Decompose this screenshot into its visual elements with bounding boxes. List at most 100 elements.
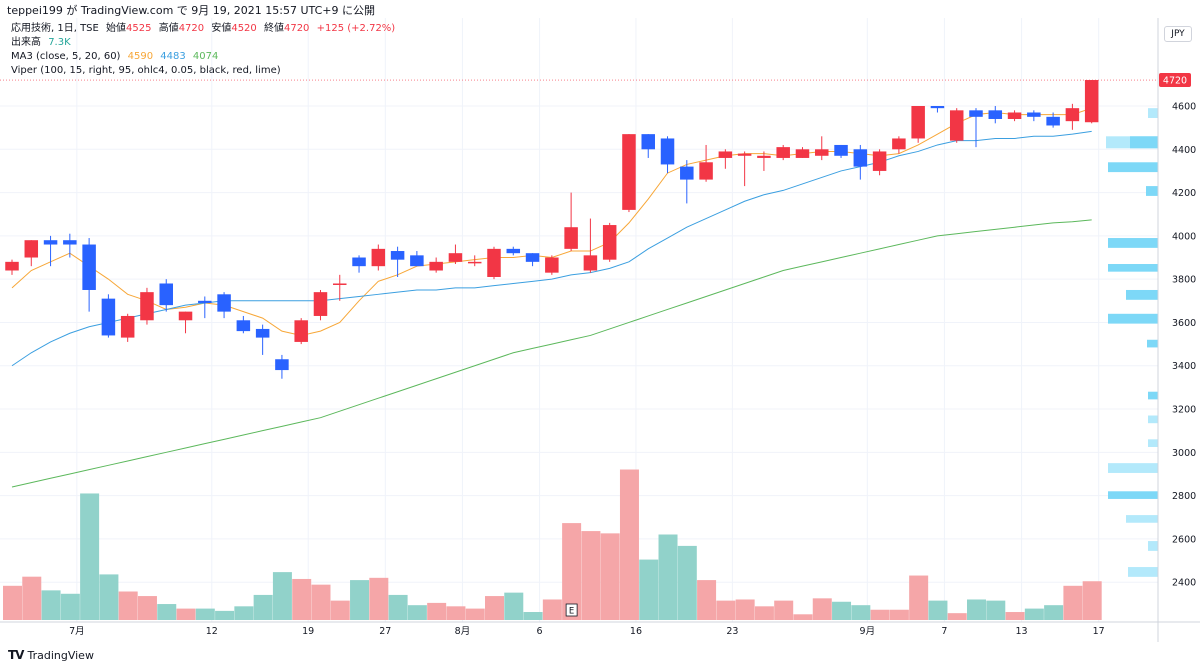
volume-profile-bar — [1126, 515, 1158, 523]
candle-body — [872, 151, 887, 171]
candle-body — [1027, 112, 1041, 117]
volume-profile-bar — [1148, 391, 1158, 400]
volume-bar — [909, 575, 929, 620]
close-label: 終値 — [263, 23, 284, 34]
chart-grid — [0, 18, 1158, 622]
candle-body — [140, 292, 154, 321]
y-tick-label: 4600 — [1172, 102, 1196, 113]
candle-body — [1046, 116, 1060, 126]
viper-row: Viper (100, 15, right, 95, ohlc4, 0.05, … — [11, 64, 399, 78]
volume-bar — [697, 580, 717, 620]
ma60-value: 4074 — [192, 51, 219, 62]
candle-body — [680, 166, 694, 180]
currency-button[interactable]: JPY — [1164, 26, 1192, 42]
candle-body — [178, 311, 193, 321]
volume-bar — [851, 605, 871, 620]
candle-body — [853, 149, 868, 167]
ma-row: MA3 (close, 5, 20, 60) 4590 4483 4074 — [11, 50, 399, 64]
candle-body — [43, 240, 58, 245]
candle-body — [757, 155, 771, 158]
candle-body — [699, 162, 713, 180]
x-tick-label: 12 — [206, 626, 218, 637]
ohlc-row: 応用技術, 1日, TSE 始値4525 高値4720 安値4520 終値472… — [11, 22, 399, 36]
tradingview-logo-icon: TV — [8, 648, 25, 662]
volume-bar — [619, 469, 639, 620]
volume-bar — [137, 596, 157, 620]
candle-body — [275, 359, 289, 371]
candle-body — [622, 134, 636, 210]
candle-body — [795, 149, 810, 158]
volume-bar — [1063, 585, 1083, 620]
change-value: +125 (+2.72%) — [316, 23, 396, 34]
candle-body — [583, 255, 598, 271]
volume-bar — [99, 574, 119, 620]
last-price-badge — [1159, 73, 1191, 88]
volume-profile — [1106, 108, 1158, 577]
volume-value: 7.3K — [48, 37, 71, 48]
volume-bar — [60, 593, 80, 620]
volume-profile-bar — [1148, 415, 1158, 424]
candle-body — [1084, 80, 1099, 123]
ma5-value: 4590 — [127, 51, 154, 62]
volume-bar — [369, 577, 389, 620]
ma5-line — [11, 107, 1092, 336]
volume-profile-bar — [1108, 238, 1158, 248]
candle-body — [120, 315, 135, 338]
volume-bars — [3, 469, 1102, 620]
high-value: 4720 — [178, 23, 205, 34]
high-label: 高値 — [158, 23, 179, 34]
volume-bar — [754, 606, 774, 620]
candle-body — [217, 294, 231, 312]
volume-bar — [812, 598, 832, 620]
candle-body — [294, 320, 308, 342]
volume-bar — [407, 605, 427, 620]
volume-bar — [1024, 608, 1044, 620]
volume-profile-bar — [1126, 289, 1158, 300]
y-tick-label: 4200 — [1172, 188, 1196, 199]
volume-bar — [581, 531, 601, 620]
volume-bar — [542, 599, 562, 620]
candle-body — [390, 251, 405, 260]
y-tick-label: 2400 — [1172, 578, 1196, 589]
y-tick-label: 3000 — [1172, 448, 1196, 459]
volume-profile-bar — [1130, 136, 1158, 149]
candle-body — [63, 240, 77, 245]
volume-bar — [889, 609, 909, 620]
indicator-legend: 応用技術, 1日, TSE 始値4525 高値4720 安値4520 終値472… — [11, 22, 399, 78]
volume-bar — [253, 594, 273, 620]
candle-body — [101, 298, 116, 336]
candle-body — [448, 253, 463, 262]
volume-bar — [465, 608, 485, 620]
ma20-value: 4483 — [160, 51, 186, 62]
volume-bar — [176, 608, 196, 620]
volume-bar — [928, 600, 948, 620]
volume-bar — [41, 590, 61, 620]
candle-body — [487, 248, 501, 277]
candle-body — [82, 244, 96, 290]
volume-bar — [677, 545, 697, 620]
footer-brand: TV TradingView — [8, 648, 94, 662]
candle-body — [718, 151, 733, 158]
close-value: 4720 — [283, 23, 310, 34]
volume-bar — [215, 610, 235, 620]
volume-bar — [1044, 605, 1064, 620]
volume-bar — [639, 559, 659, 620]
volume-profile-bar — [1108, 463, 1158, 473]
candle-body — [892, 138, 906, 150]
volume-bar — [947, 613, 967, 620]
candle-body — [834, 144, 848, 156]
publish-header: teppei199 が TradingView.com で 9月 19, 202… — [7, 4, 375, 17]
candle-body — [564, 227, 578, 249]
volume-bar — [967, 599, 986, 620]
candle-body — [5, 261, 19, 271]
volume-bar — [832, 601, 852, 620]
candle-body — [930, 106, 945, 109]
open-value: 4525 — [126, 23, 152, 34]
candle-body — [467, 261, 482, 264]
y-tick-label: 2800 — [1172, 491, 1196, 502]
low-value: 4520 — [231, 23, 257, 34]
candle-body — [24, 240, 39, 258]
candle-body — [737, 153, 752, 156]
volume-bar — [504, 592, 524, 620]
